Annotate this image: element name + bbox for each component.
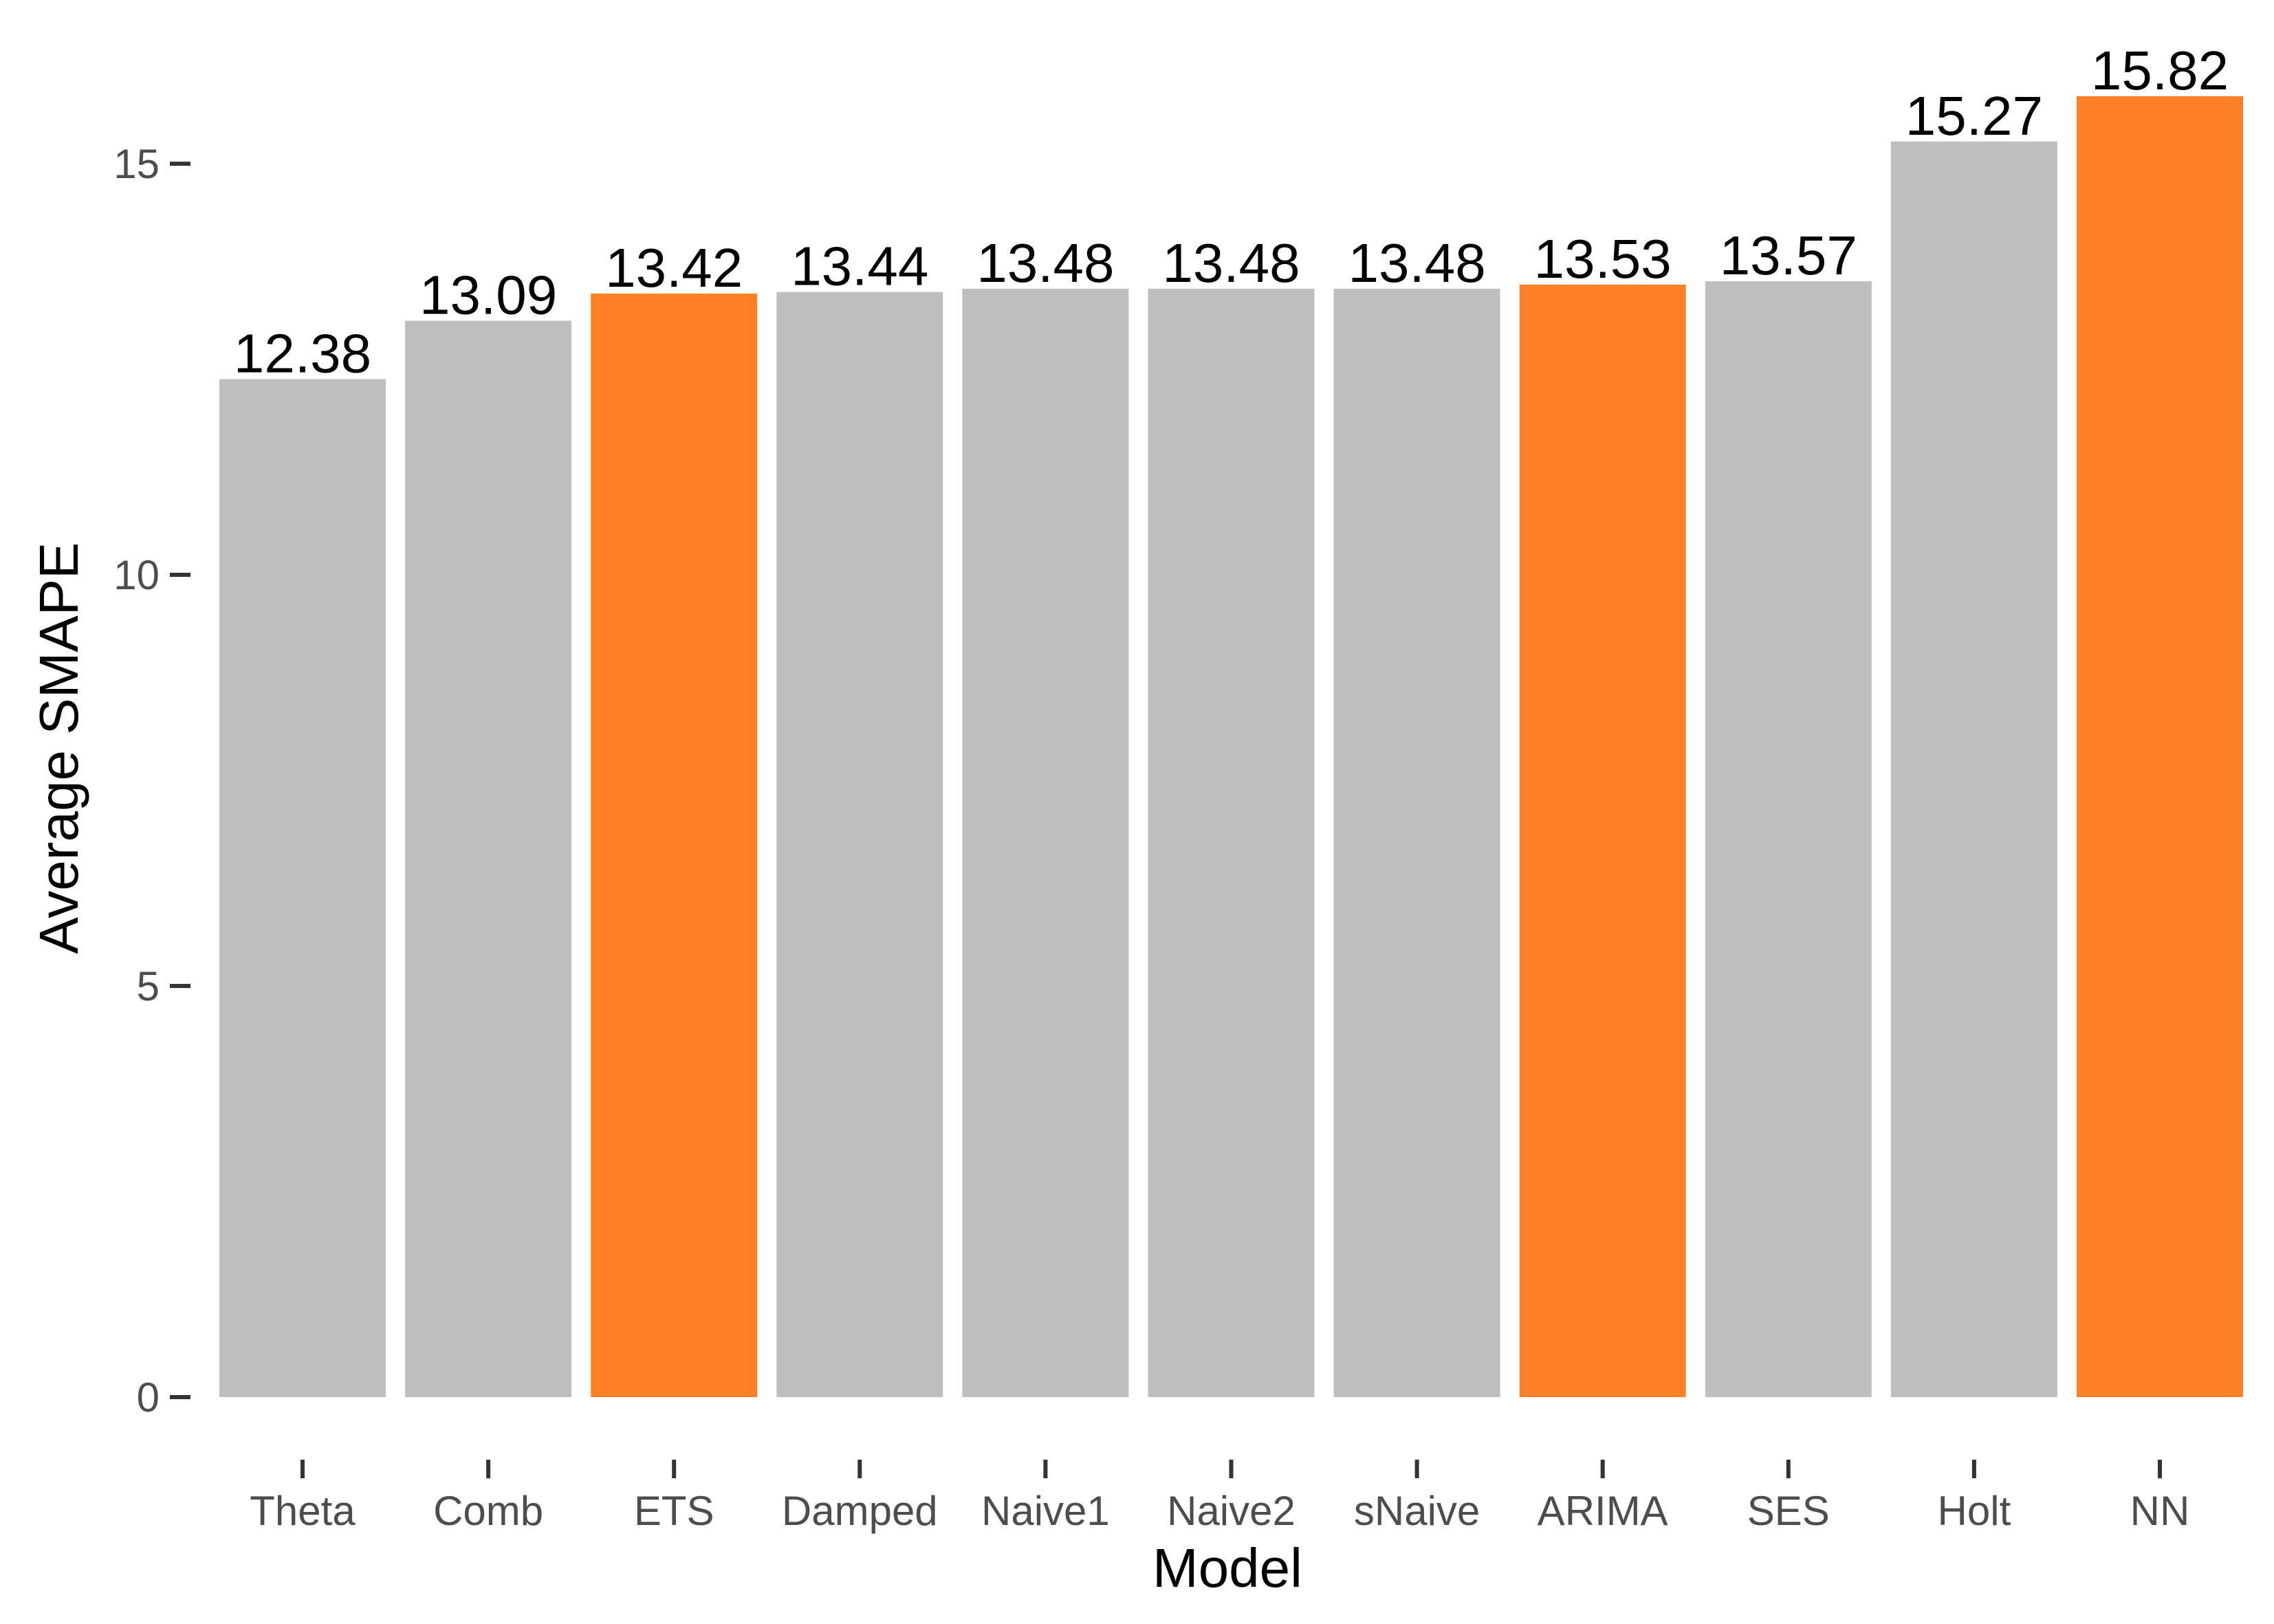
- x-axis-title: Model: [1152, 1537, 1302, 1599]
- value-label-theta: 12.38: [234, 322, 371, 384]
- value-label-nn: 15.82: [2091, 40, 2229, 101]
- x-tick-label-snaive: sNaive: [1354, 1488, 1480, 1534]
- y-tick-label-5: 5: [137, 963, 160, 1009]
- bar-naive1: [962, 288, 1129, 1397]
- value-label-comb: 13.09: [419, 265, 557, 326]
- bar-theta: [219, 379, 386, 1397]
- x-axis: Theta Comb ETS Damped Naive1 Naive2 sNaive ARIM…: [250, 1460, 2189, 1534]
- x-tick-label-ses: SES: [1747, 1488, 1830, 1534]
- bar-ses: [1705, 281, 1872, 1398]
- x-tick-label-naive1: Naive1: [981, 1488, 1110, 1534]
- bar-holt: [1890, 141, 2057, 1397]
- x-tick-label-arima: ARIMA: [1538, 1488, 1668, 1534]
- y-tick-label-0: 0: [137, 1374, 160, 1420]
- value-labels-group: 12.38 13.09 13.42 13.44 13.48 13.48 13.48 13.53…: [234, 40, 2229, 384]
- bars-group: [219, 96, 2243, 1398]
- x-tick-label-comb: Comb: [433, 1488, 543, 1534]
- x-tick-label-ets: ETS: [634, 1488, 714, 1534]
- value-label-arima: 13.53: [1534, 228, 1672, 289]
- bar-comb: [405, 320, 572, 1397]
- y-tick-label-10: 10: [113, 552, 160, 598]
- bar-snaive: [1333, 288, 1500, 1397]
- value-label-naive2: 13.48: [1162, 232, 1300, 294]
- value-label-ses: 13.57: [1720, 225, 1857, 286]
- bar-nn: [2077, 96, 2243, 1397]
- x-tick-label-holt: Holt: [1938, 1488, 2011, 1534]
- value-label-damped: 13.44: [791, 236, 928, 297]
- value-label-snaive: 13.48: [1348, 232, 1485, 294]
- bar-ets: [591, 294, 758, 1397]
- x-tick-label-theta: Theta: [250, 1488, 356, 1534]
- value-label-ets: 13.42: [605, 237, 743, 298]
- bar-naive2: [1148, 288, 1315, 1397]
- y-tick-label-15: 15: [113, 141, 160, 187]
- x-tick-label-damped: Damped: [782, 1488, 938, 1534]
- value-label-naive1: 13.48: [976, 232, 1114, 294]
- x-tick-label-naive2: Naive2: [1167, 1488, 1295, 1534]
- y-axis: 0 5 10 15: [113, 141, 190, 1420]
- y-axis-title: Average SMAPE: [28, 542, 89, 954]
- bar-arima: [1519, 284, 1686, 1397]
- value-label-holt: 15.27: [1905, 85, 2043, 146]
- x-tick-label-nn: NN: [2130, 1488, 2190, 1534]
- bar-damped: [776, 292, 943, 1398]
